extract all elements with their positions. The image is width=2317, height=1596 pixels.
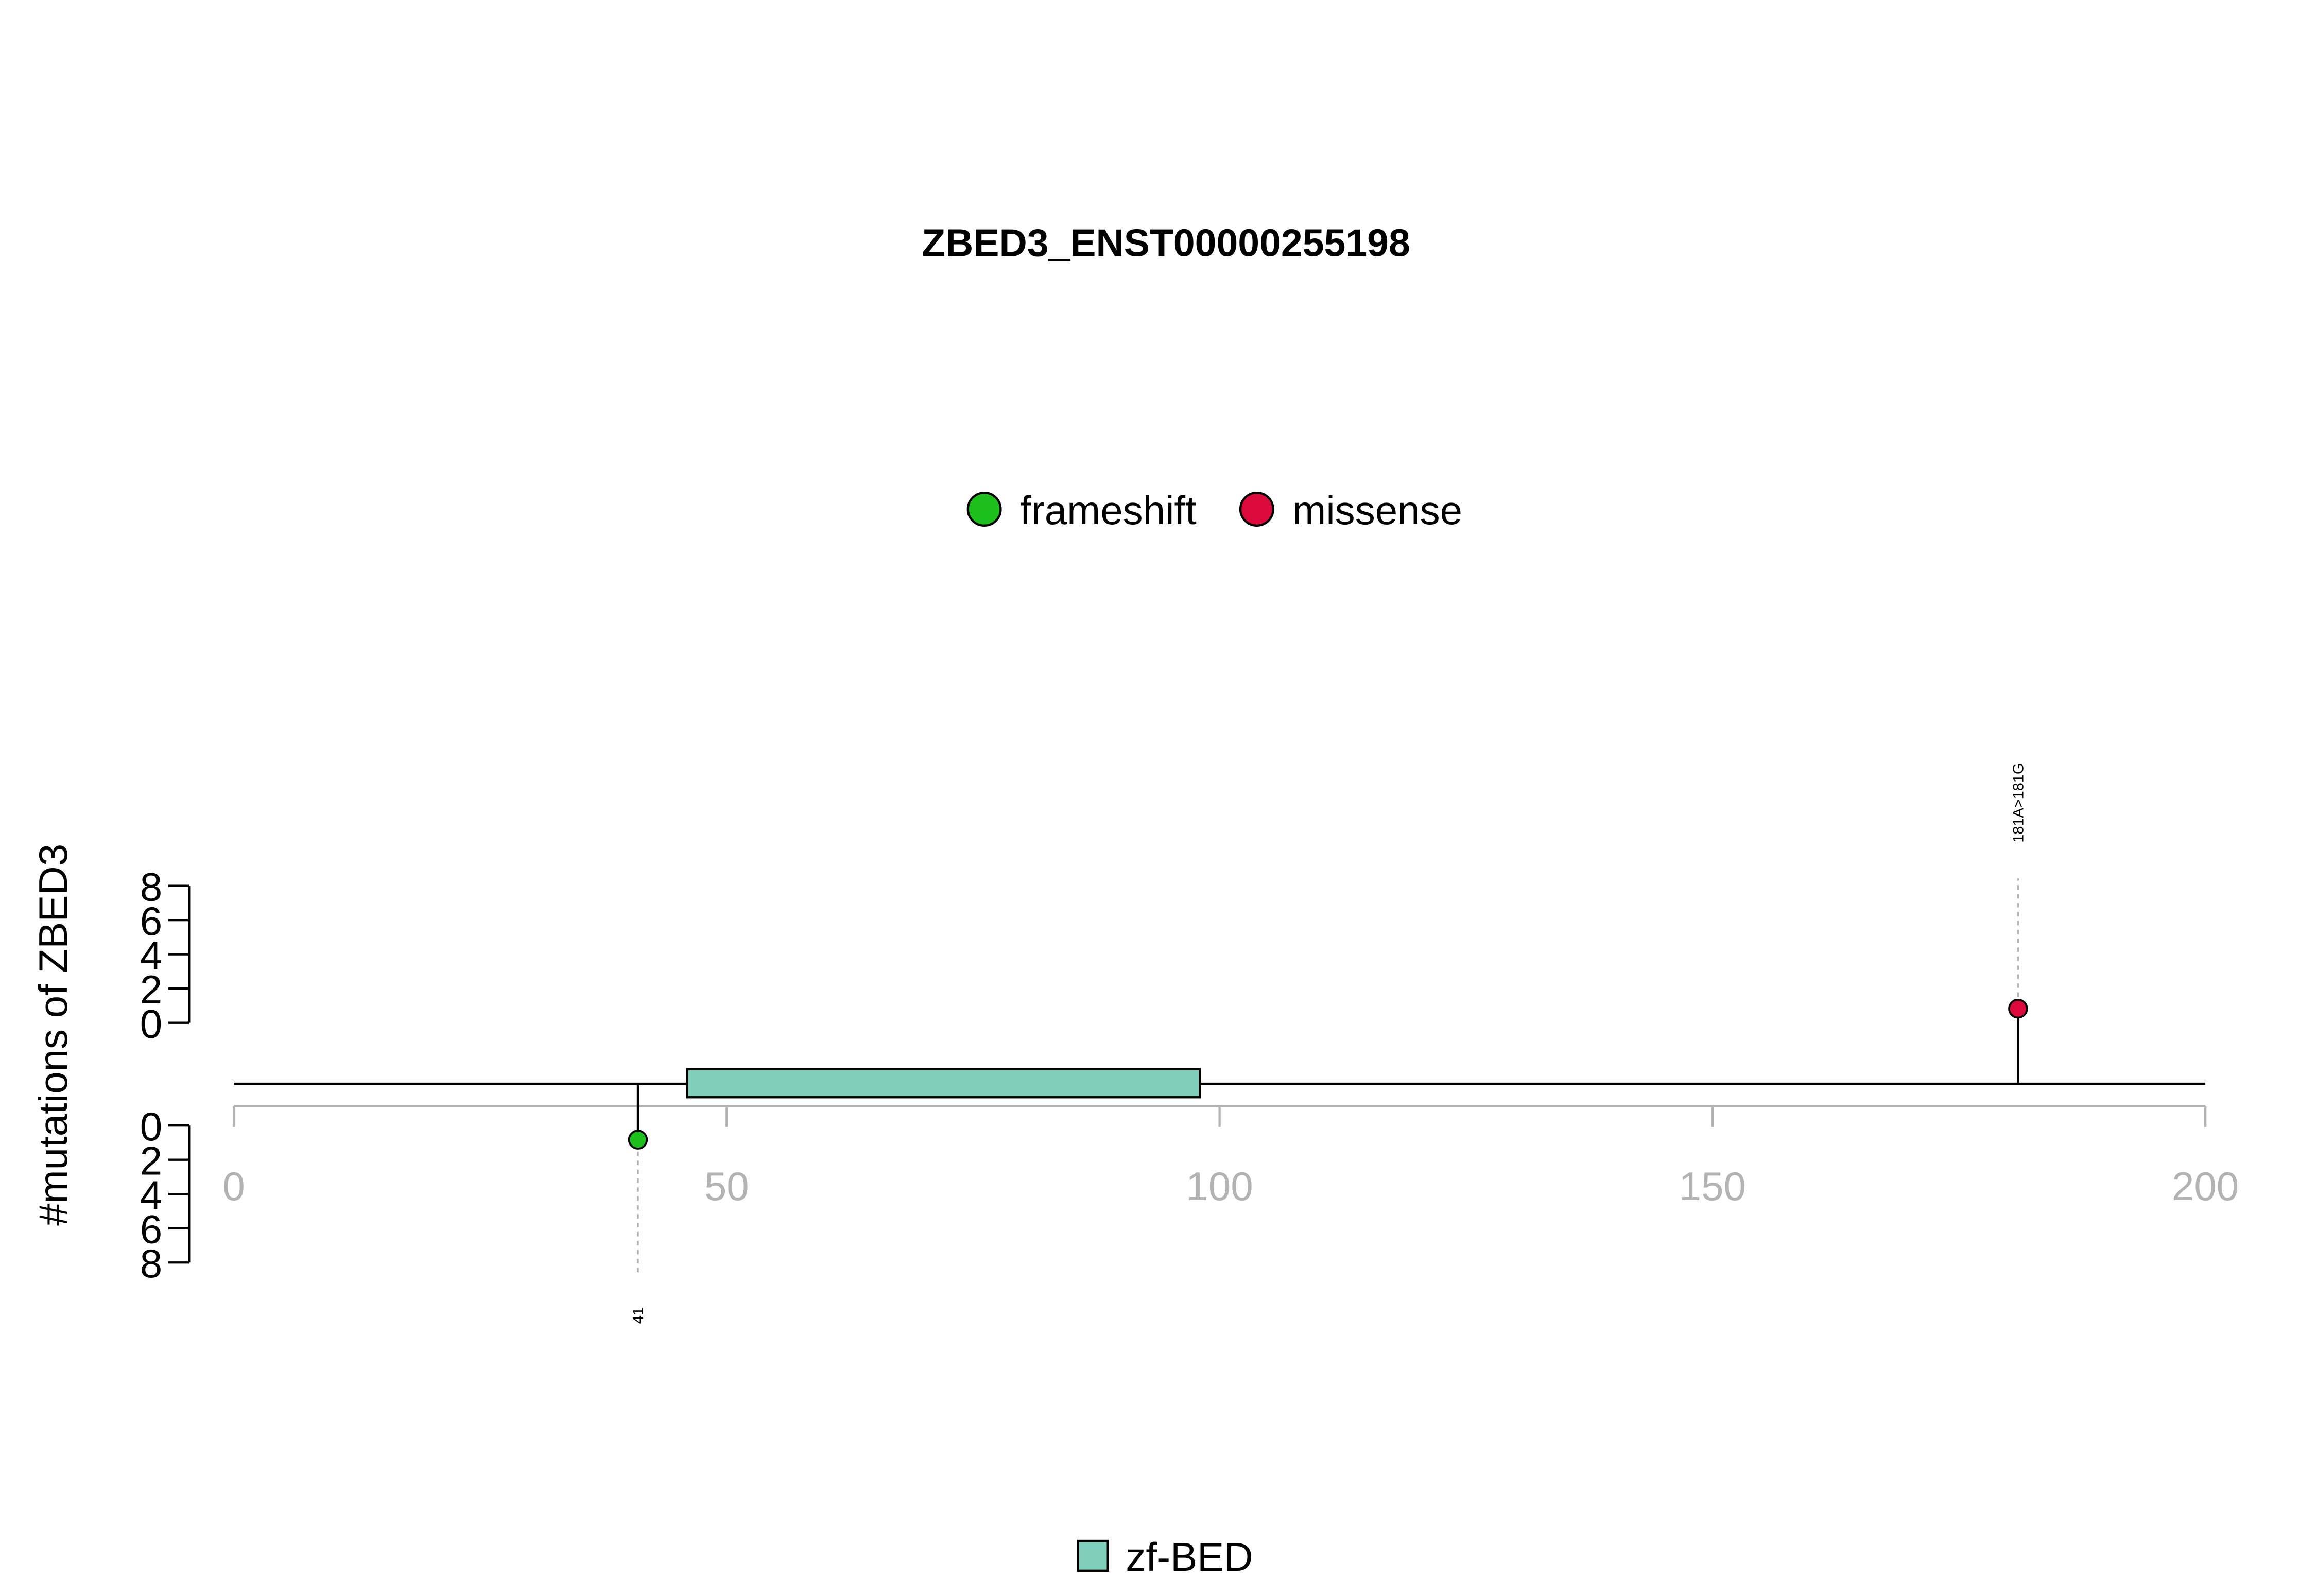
legend-label-frameshift: frameshift xyxy=(1020,488,1197,533)
domain-legend-swatch-zf-BED xyxy=(1077,1539,1109,1572)
y-tick-label-lower-2: 2 xyxy=(140,1138,162,1184)
y-tick-label-upper-0: 0 xyxy=(140,1001,162,1047)
x-tick-label-200: 200 xyxy=(2172,1164,2239,1209)
y-tick-label-upper-8: 8 xyxy=(140,864,162,910)
mutation-point-181 xyxy=(2008,998,2028,1019)
x-tick-label-100: 100 xyxy=(1186,1164,1253,1209)
x-axis: 0 50 100 150 200 xyxy=(222,1105,2239,1209)
legend-label-missense: missense xyxy=(1292,488,1462,533)
domain-legend: zf-BED xyxy=(1077,1534,1253,1580)
legend-swatch-missense xyxy=(1239,492,1274,527)
domain-layer xyxy=(686,1068,1201,1099)
y-tick-label-upper-4: 4 xyxy=(140,933,162,978)
y-tick-label-lower-8: 8 xyxy=(140,1241,162,1286)
mutation-label-41: 41 xyxy=(630,1307,647,1324)
y-tick-label-upper-6: 6 xyxy=(140,898,162,944)
domain-zf-BED xyxy=(686,1068,1201,1099)
domain-legend-label-zf-BED: zf-BED xyxy=(1126,1534,1253,1580)
y-tick-label-lower-4: 4 xyxy=(140,1172,162,1218)
legend-swatch-frameshift xyxy=(966,492,1002,527)
mutation-label-181: 181A>181G xyxy=(2010,763,2027,843)
y-tick-label-upper-2: 2 xyxy=(140,967,162,1012)
y-axis-label: #mutations of ZBED3 xyxy=(30,844,76,1226)
mutation-point-41 xyxy=(628,1130,648,1150)
chart-title: ZBED3_ENST00000255198 xyxy=(922,221,1410,264)
x-tick-label-50: 50 xyxy=(704,1164,749,1209)
mutation-type-legend: frameshift missense xyxy=(966,488,1462,533)
x-tick-label-150: 150 xyxy=(1679,1164,1746,1209)
mutation-layer: 41 181A>181G xyxy=(628,763,2028,1324)
x-tick-label-0: 0 xyxy=(222,1164,245,1209)
y-tick-label-lower-0: 0 xyxy=(140,1104,162,1149)
y-tick-label-lower-6: 6 xyxy=(140,1207,162,1252)
